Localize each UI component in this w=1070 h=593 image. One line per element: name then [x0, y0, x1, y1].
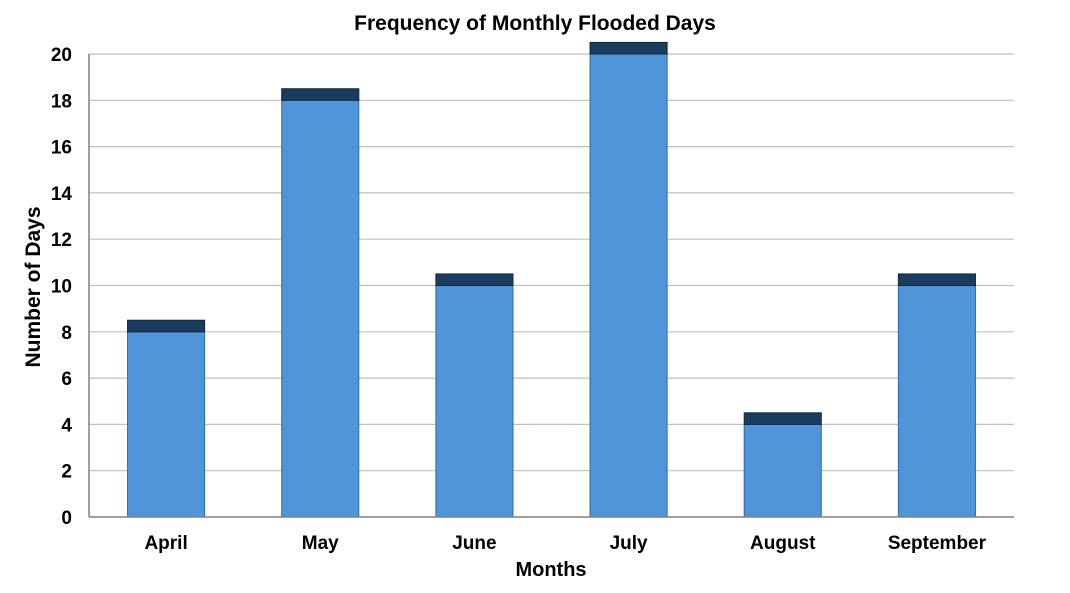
bar-cap [589, 41, 668, 55]
x-tick-labels: April May June July August September [144, 533, 986, 554]
x-tick-label: June [452, 533, 496, 554]
bar-cap [743, 412, 822, 425]
bar [589, 53, 668, 518]
y-tick-label: 4 [61, 415, 72, 436]
y-tick-label: 16 [51, 138, 72, 159]
bar [435, 285, 514, 518]
bar-cap [127, 319, 206, 333]
bar-cap [281, 88, 360, 101]
bar-cap [435, 273, 514, 286]
bar-cap [897, 273, 976, 286]
y-tick-label: 12 [51, 230, 72, 251]
x-tick-label: September [888, 533, 987, 554]
y-tick-label: 8 [61, 323, 72, 344]
y-tick-label: 6 [61, 369, 72, 390]
x-tick-label: August [750, 533, 816, 554]
y-tick-label: 10 [51, 277, 72, 298]
y-tick-label: 14 [51, 184, 73, 205]
y-tick-label: 20 [51, 45, 72, 66]
bar [743, 423, 822, 518]
bar [127, 331, 206, 518]
x-tick-label: July [610, 533, 648, 554]
x-tick-label: April [144, 533, 187, 554]
y-tick-label: 18 [51, 91, 72, 112]
x-tick-label: May [302, 533, 339, 554]
y-tick-labels: 0 2 4 6 8 10 12 14 16 18 20 [51, 45, 73, 529]
gridlines [89, 53, 1014, 472]
x-axis-label: Months [515, 559, 586, 581]
y-tick-label: 0 [61, 508, 72, 529]
bar [281, 99, 360, 518]
axes [88, 54, 1014, 518]
chart-title: Frequency of Monthly Flooded Days [354, 12, 716, 35]
y-tick-label: 2 [61, 462, 72, 483]
bar [897, 285, 976, 518]
y-axis-label: Number of Days [22, 206, 45, 367]
bars [127, 41, 976, 518]
